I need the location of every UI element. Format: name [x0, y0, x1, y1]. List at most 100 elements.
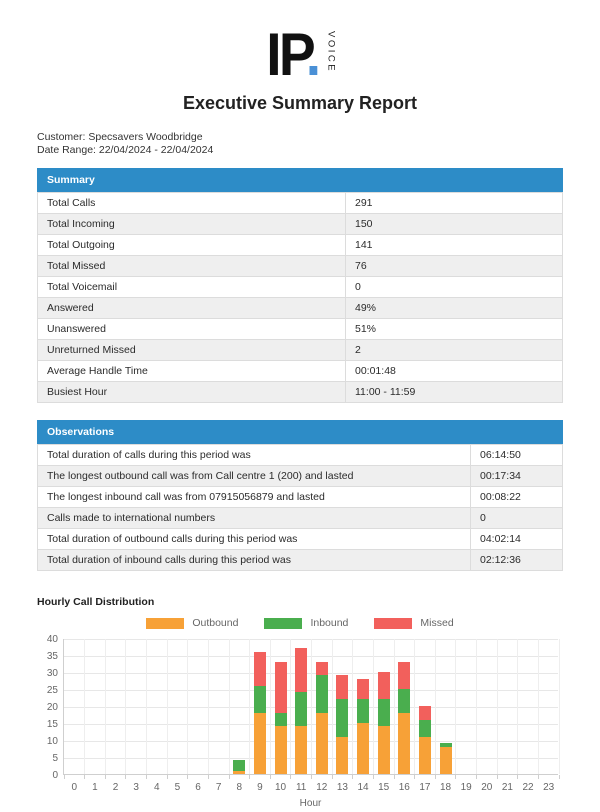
bar-segment-inbound — [315, 675, 328, 713]
customer-line: Customer: Specsavers Woodbridge — [37, 131, 203, 143]
x-tick — [125, 775, 127, 779]
v-gridline — [228, 639, 230, 774]
observations-header: Observations — [37, 420, 563, 444]
legend-item-outbound: Outbound — [146, 617, 238, 629]
table-row: Total Voicemail 0 — [37, 276, 563, 298]
row-value: 02:12:36 — [470, 549, 563, 571]
table-row: Unreturned Missed 2 — [37, 339, 563, 361]
v-gridline — [517, 639, 519, 774]
x-tick — [393, 775, 395, 779]
v-gridline — [372, 639, 374, 774]
v-gridline — [187, 639, 189, 774]
bar-segment-missed — [357, 678, 370, 700]
bar-segment-outbound — [418, 736, 431, 774]
x-tick-label: 6 — [195, 782, 201, 793]
bar-segment-outbound — [377, 726, 390, 774]
row-label: Unreturned Missed — [37, 339, 346, 361]
x-tick-label: 13 — [336, 782, 348, 793]
legend-item-missed: Missed — [374, 617, 454, 629]
x-axis-title: Hour — [299, 798, 322, 809]
logo-wordmark: IP. — [266, 25, 321, 85]
bar-segment-inbound — [233, 760, 246, 771]
v-gridline — [331, 639, 333, 774]
y-tick-label: 40 — [46, 634, 58, 645]
x-tick-label: 0 — [71, 782, 78, 793]
bar-segment-inbound — [439, 743, 452, 747]
x-tick-label: 3 — [133, 782, 139, 793]
x-tick — [476, 775, 477, 779]
bar-segment-missed — [418, 706, 431, 720]
v-gridline — [414, 639, 416, 774]
bar-segment-outbound — [253, 712, 266, 774]
y-tick-label: 0 — [52, 770, 58, 781]
bar-segment-inbound — [357, 699, 370, 723]
legend-label: Outbound — [192, 617, 239, 629]
row-value: 11:00 - 11:59 — [345, 381, 563, 403]
table-row: Busiest Hour 11:00 - 11:59 — [37, 381, 563, 403]
v-gridline — [104, 639, 106, 774]
table-row: Total duration of calls during this peri… — [37, 444, 563, 466]
x-tick — [290, 775, 292, 779]
x-tick-label: 9 — [257, 782, 263, 793]
row-label: Unanswered — [37, 318, 346, 340]
summary-section: Summary Total Calls 291 Total Incoming 150 T… — [37, 168, 563, 403]
chart-title: Hourly Call Distribution — [37, 596, 155, 608]
x-tick — [146, 775, 147, 779]
v-gridline — [166, 639, 168, 774]
row-value: 00:17:34 — [470, 465, 563, 487]
table-row: Unanswered 51% — [37, 318, 563, 340]
y-tick-label: 25 — [46, 685, 58, 696]
row-label: Calls made to international numbers — [37, 507, 471, 529]
bar-segment-inbound — [295, 692, 308, 727]
x-tick-label: 17 — [419, 782, 431, 793]
table-row: Total duration of inbound calls during t… — [37, 549, 563, 571]
bar-segment-missed — [336, 675, 349, 700]
row-value: 00:01:48 — [345, 360, 563, 382]
table-row: Total duration of outbound calls during … — [37, 528, 563, 550]
summary-header: Summary — [37, 168, 563, 192]
bar-segment-missed — [315, 661, 328, 676]
summary-table: Total Calls 291 Total Incoming 150 Total Out… — [37, 192, 563, 403]
v-gridline — [496, 639, 498, 774]
row-value: 00:08:22 — [470, 486, 563, 508]
x-tick — [414, 775, 416, 779]
bar-segment-outbound — [233, 770, 246, 774]
observations-table-body: Total duration of calls during this peri… — [37, 444, 563, 571]
legend-item-inbound: Inbound — [264, 617, 348, 629]
v-gridline — [537, 639, 539, 774]
x-tick-label: 18 — [440, 782, 452, 793]
v-gridline — [311, 639, 312, 774]
logo-dot: . — [305, 21, 320, 88]
x-tick-label: 1 — [92, 782, 98, 793]
row-value: 291 — [345, 192, 563, 214]
bar-segment-inbound — [274, 712, 287, 727]
v-gridline — [476, 639, 477, 774]
x-tick — [537, 775, 539, 779]
table-row: Total Incoming 150 — [37, 213, 563, 235]
v-gridline — [455, 639, 457, 774]
row-value: 2 — [345, 339, 563, 361]
x-tick-label: 10 — [275, 782, 287, 793]
y-tick-label: 10 — [46, 736, 58, 747]
x-tick — [372, 775, 374, 779]
y-tick-label: 15 — [46, 719, 58, 730]
x-tick-label: 2 — [112, 782, 119, 793]
x-tick — [84, 775, 86, 779]
row-label: Total Voicemail — [37, 276, 346, 298]
x-tick-label: 23 — [543, 782, 555, 793]
bar-segment-outbound — [274, 726, 287, 774]
v-gridline — [125, 639, 127, 774]
row-value: 141 — [345, 234, 563, 256]
bar-segment-missed — [253, 651, 266, 686]
row-value: 49% — [345, 297, 563, 319]
table-row: The longest outbound call was from Call … — [37, 465, 563, 487]
v-gridline — [352, 639, 354, 774]
table-row: Answered 49% — [37, 297, 563, 319]
x-tick-label: 16 — [398, 782, 410, 793]
x-tick — [311, 775, 312, 779]
row-value: 06:14:50 — [470, 444, 563, 466]
row-label: Total duration of outbound calls during … — [37, 528, 471, 550]
x-tick-label: 7 — [215, 782, 222, 793]
table-row: Total Calls 291 — [37, 192, 563, 214]
